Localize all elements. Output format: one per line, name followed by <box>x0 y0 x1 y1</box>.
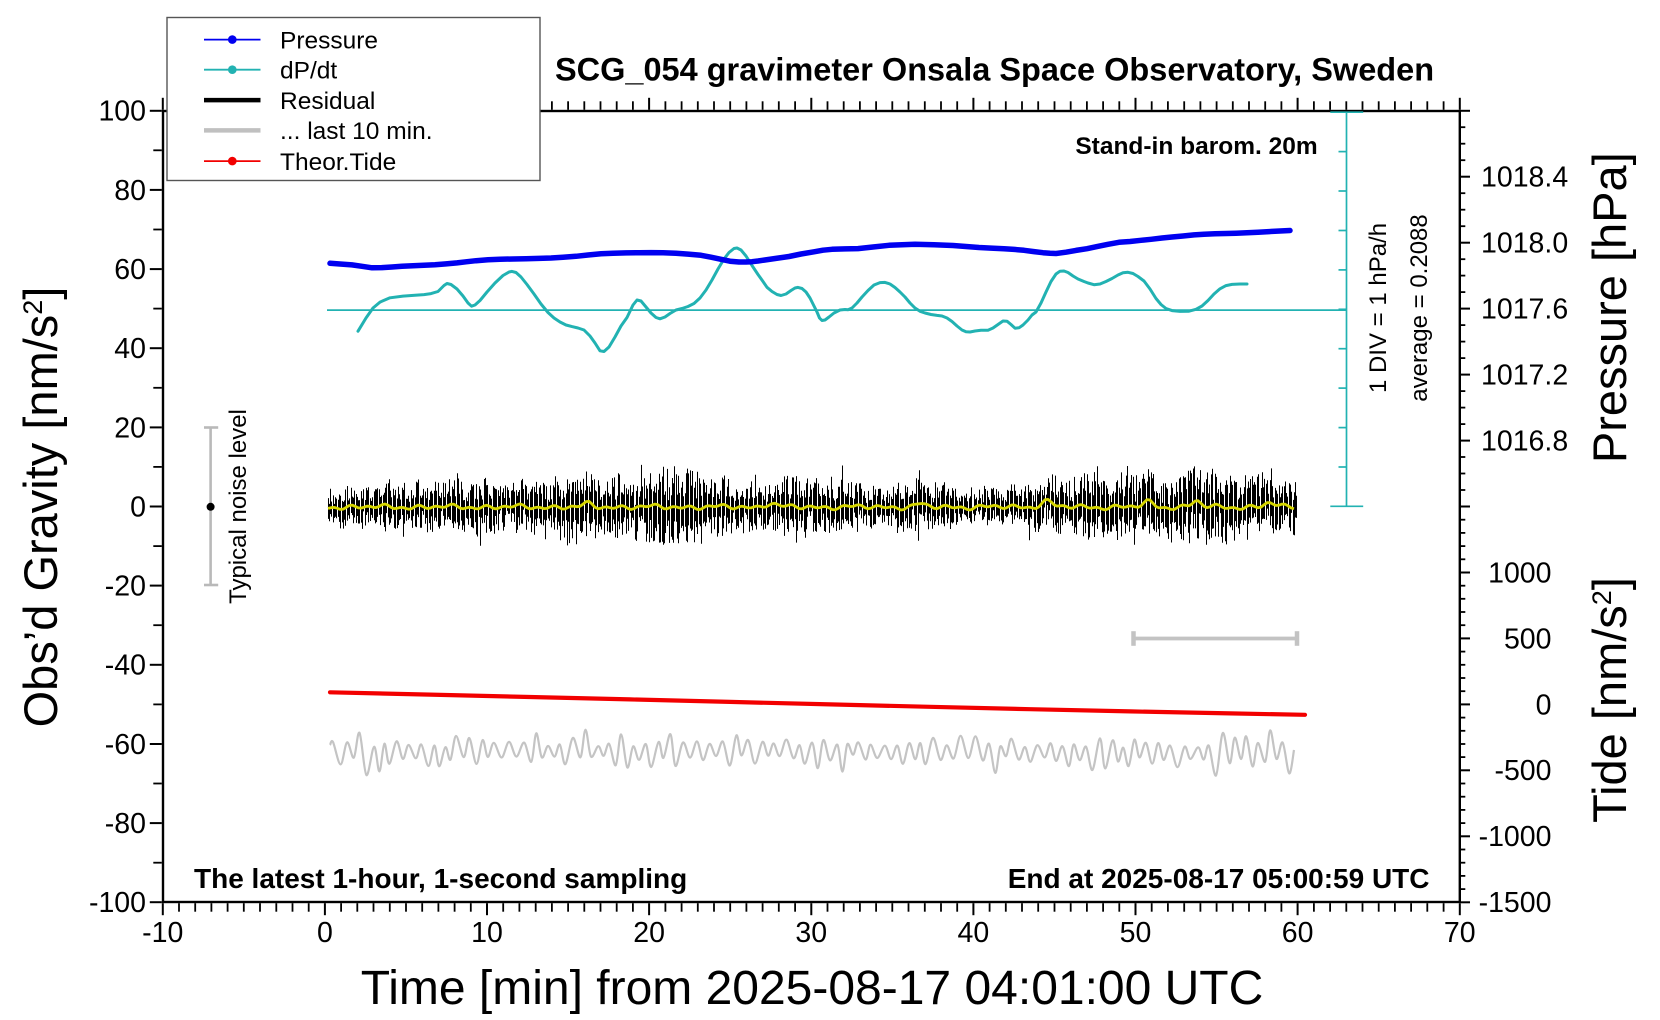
svg-text:-40: -40 <box>105 650 146 682</box>
svg-text:Stand-in barom. 20m: Stand-in barom. 20m <box>1075 133 1317 160</box>
svg-text:0: 0 <box>130 491 146 523</box>
svg-text:30: 30 <box>795 917 827 949</box>
svg-text:1016.8: 1016.8 <box>1481 425 1568 457</box>
svg-text:Obs’d Gravity [nm/s2]: Obs’d Gravity [nm/s2] <box>14 287 67 728</box>
svg-text:500: 500 <box>1504 623 1552 655</box>
svg-text:60: 60 <box>1282 917 1314 949</box>
svg-text:10: 10 <box>471 917 503 949</box>
svg-text:60: 60 <box>114 254 146 286</box>
svg-text:1 DIV = 1 hPa/h: 1 DIV = 1 hPa/h <box>1365 223 1392 393</box>
svg-text:-1000: -1000 <box>1479 821 1552 853</box>
svg-text:-80: -80 <box>105 808 146 840</box>
svg-text:50: 50 <box>1120 917 1152 949</box>
svg-text:-100: -100 <box>89 887 146 919</box>
svg-text:... last 10 min.: ... last 10 min. <box>280 118 433 145</box>
svg-text:average = 0.2088: average = 0.2088 <box>1406 214 1433 402</box>
svg-text:1018.0: 1018.0 <box>1481 228 1568 260</box>
svg-text:Pressure: Pressure <box>280 27 378 54</box>
svg-text:SCG_054 gravimeter Onsala Spac: SCG_054 gravimeter Onsala Space Observat… <box>555 52 1434 88</box>
svg-text:-1500: -1500 <box>1479 887 1552 919</box>
svg-text:1000: 1000 <box>1488 557 1551 589</box>
svg-text:40: 40 <box>958 917 990 949</box>
svg-text:-60: -60 <box>105 729 146 761</box>
svg-text:Theor.Tide: Theor.Tide <box>280 149 396 176</box>
svg-text:dP/dt: dP/dt <box>280 57 337 84</box>
svg-text:Typical noise level: Typical noise level <box>225 409 252 604</box>
svg-text:-20: -20 <box>105 571 146 603</box>
svg-text:Time [min] from 2025-08-17 04:: Time [min] from 2025-08-17 04:01:00 UTC <box>361 962 1264 1015</box>
svg-text:1017.2: 1017.2 <box>1481 359 1568 391</box>
svg-text:20: 20 <box>114 412 146 444</box>
svg-text:Pressure [hPa]: Pressure [hPa] <box>1583 152 1636 463</box>
svg-text:-500: -500 <box>1494 755 1551 787</box>
svg-text:1017.6: 1017.6 <box>1481 294 1568 326</box>
svg-text:The latest 1-hour, 1-second sa: The latest 1-hour, 1-second sampling <box>194 863 687 894</box>
svg-text:Residual: Residual <box>280 88 375 115</box>
svg-text:End at 2025-08-17 05:00:59 UTC: End at 2025-08-17 05:00:59 UTC <box>1008 863 1430 894</box>
svg-text:40: 40 <box>114 333 146 365</box>
svg-text:100: 100 <box>98 96 146 128</box>
svg-text:70: 70 <box>1444 917 1476 949</box>
svg-text:0: 0 <box>317 917 333 949</box>
svg-text:0: 0 <box>1536 689 1552 721</box>
svg-text:Tide [nm/s2]: Tide [nm/s2] <box>1583 577 1636 823</box>
svg-text:1018.4: 1018.4 <box>1481 162 1568 194</box>
svg-text:20: 20 <box>633 917 665 949</box>
svg-text:80: 80 <box>114 175 146 207</box>
svg-text:-10: -10 <box>142 917 183 949</box>
